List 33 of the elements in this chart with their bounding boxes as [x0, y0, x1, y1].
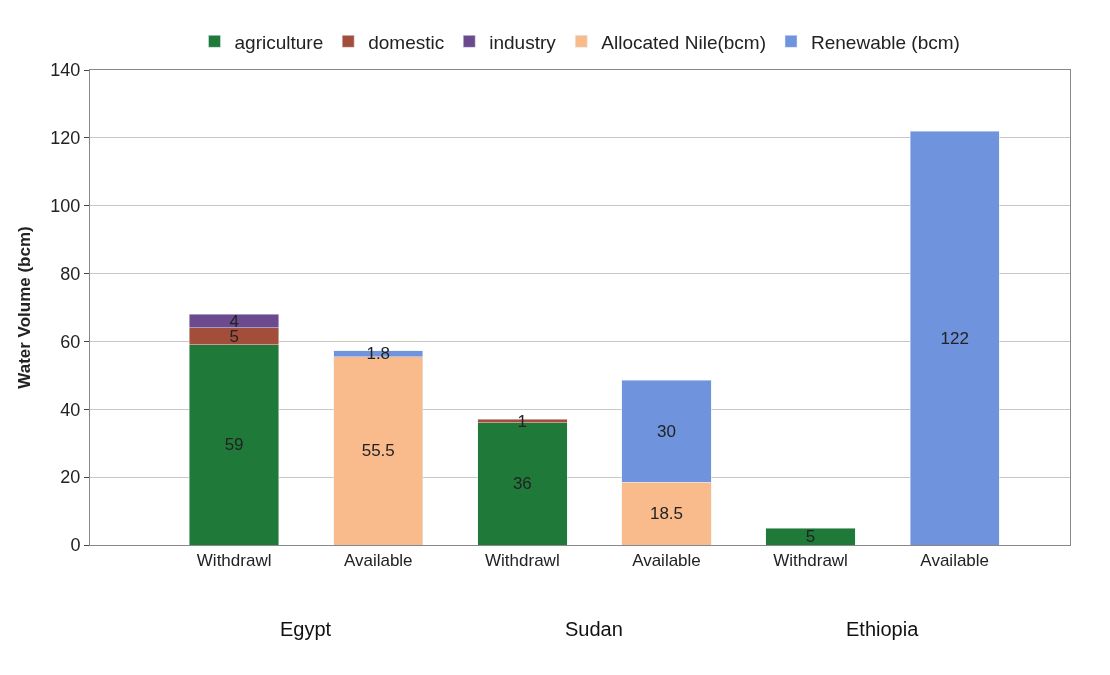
data-label: 55.5: [361, 441, 395, 461]
x-tick-label: Withdrawl: [485, 551, 560, 571]
x-tick-label: Available: [343, 551, 413, 571]
bar: [765, 527, 856, 545]
y-tick-label: 120: [50, 128, 81, 149]
data-label: 5: [805, 527, 816, 547]
data-label: 36: [512, 474, 532, 494]
data-label: 18.5: [649, 504, 684, 524]
bar: [909, 130, 1000, 545]
data-label: 1: [517, 411, 528, 431]
legend-label: industry: [489, 31, 557, 53]
y-tick-label: 140: [50, 60, 81, 81]
y-tick-label: 80: [60, 263, 81, 284]
y-tick-label: 20: [60, 467, 81, 488]
data-label: 122: [940, 328, 969, 348]
data-label: 30: [657, 421, 676, 441]
y-axis-title: Water Volume (bcm): [14, 226, 34, 389]
legend-label: Renewable (bcm): [811, 31, 960, 53]
text: Ethiopia: [846, 618, 920, 640]
data-label: 59: [224, 435, 244, 455]
x-tick-label: Withdrawl: [773, 551, 848, 571]
y-tick-label: 0: [70, 535, 81, 556]
x-tick-label: Withdrawl: [196, 551, 272, 571]
y-tick-label: 100: [50, 196, 81, 217]
text: Egypt: [280, 618, 332, 640]
text: Sudan: [565, 618, 623, 640]
y-tick-label: 60: [60, 331, 81, 352]
legend-label: Allocated Nile(bcm): [601, 31, 767, 53]
y-tick-label: 40: [60, 399, 81, 420]
legend-label: agriculture: [234, 31, 324, 53]
x-tick-label: Available: [920, 551, 990, 571]
legend-label: domestic: [368, 31, 445, 53]
x-tick-label: Available: [632, 551, 701, 571]
